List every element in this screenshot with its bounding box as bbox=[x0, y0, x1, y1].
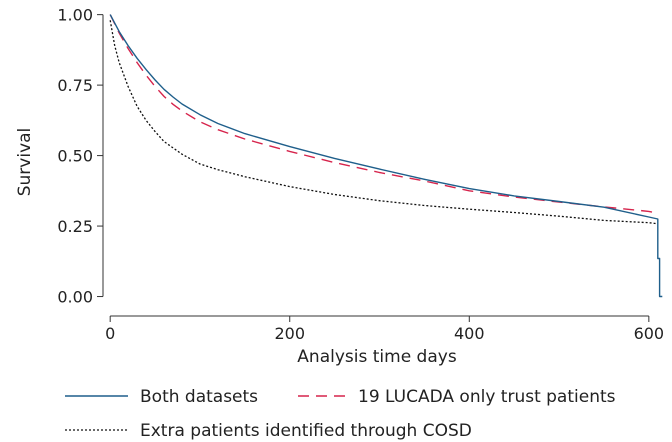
y-tick-label-2: 0.50 bbox=[57, 147, 93, 166]
axes: 0.00 0.25 0.50 0.75 1.00 0 200 400 600 bbox=[57, 6, 664, 343]
legend-label-2: Extra patients identified through COSD bbox=[140, 421, 472, 441]
x-tick-label-0: 0 bbox=[105, 324, 115, 343]
y-axis-label: Survival bbox=[15, 128, 35, 197]
y-tick-label-1: 0.25 bbox=[57, 217, 93, 236]
y-tick-label-3: 0.75 bbox=[57, 76, 93, 95]
x-tick-label-3: 600 bbox=[634, 324, 665, 343]
y-tick-label-4: 1.00 bbox=[57, 6, 93, 25]
x-tick-label-1: 200 bbox=[274, 324, 305, 343]
plot-lines bbox=[109, 14, 663, 298]
series-line-1 bbox=[109, 14, 658, 215]
x-tick-label-2: 400 bbox=[454, 324, 485, 343]
legend: Both datasets 19 LUCADA only trust patien… bbox=[65, 387, 616, 441]
series-line-0 bbox=[109, 14, 663, 298]
series-line-2 bbox=[109, 20, 658, 225]
legend-label-0: Both datasets bbox=[140, 387, 258, 407]
x-axis-label: Analysis time days bbox=[297, 347, 457, 367]
legend-label-1: 19 LUCADA only trust patients bbox=[358, 387, 616, 407]
y-tick-label-0: 0.00 bbox=[57, 288, 93, 307]
